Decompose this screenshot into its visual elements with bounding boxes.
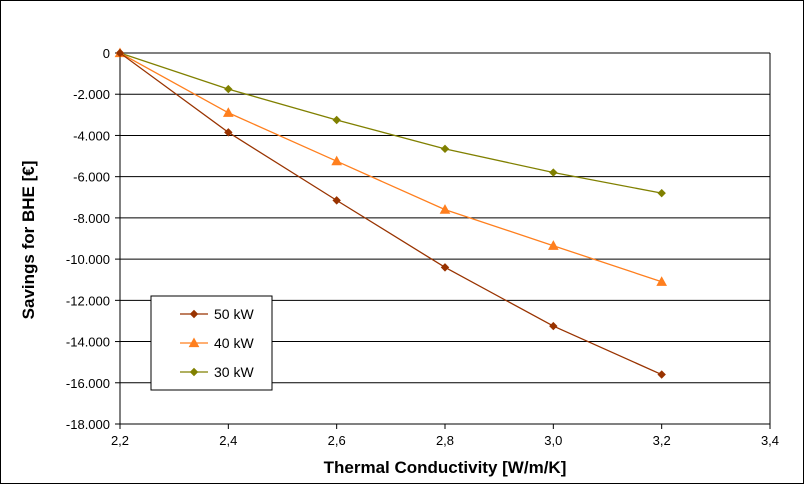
y-tick-label-1: -2.000 [73,87,110,102]
y-tick-label-7: -14.000 [66,335,110,350]
data-point-1-3 [439,204,451,214]
x-tick-label-2: 2,6 [328,433,346,448]
legend-item-1: 40 kW [180,335,254,351]
x-axis-title: Thermal Conductivity [W/m/K] [324,458,567,477]
y-tick-label-4: -8.000 [73,211,110,226]
data-point-2-5 [657,188,666,198]
legend-swatch-marker-0 [189,309,199,319]
y-tick-label-9: -18.000 [66,417,110,432]
x-tick-label-0: 2,2 [111,433,129,448]
data-point-0-1 [224,128,233,137]
y-tick-label-3: -6.000 [73,170,110,185]
legend-item-0: 50 kW [180,306,254,322]
data-point-2-3 [440,144,450,154]
data-point-0-2 [332,196,341,205]
data-point-2-2 [332,115,341,125]
data-point-1-4 [547,240,559,250]
y-tick-label-5: -10.000 [66,252,110,267]
series-line-0 [119,52,662,376]
legend: 50 kW 40 kW 30 kW [150,295,273,391]
x-tick-label-1: 2,4 [219,433,237,448]
data-point-1-5 [656,276,668,286]
data-point-0-3 [440,263,450,272]
axes [115,52,771,429]
data-point-2-1 [224,84,233,94]
tick-labels: 0 -2.000 -4.000 -6.000 -8.000 -10.000 -12.000 -… [66,46,779,448]
series-layer [114,47,668,379]
legend-swatch-marker-2 [189,367,199,377]
data-point-0-4 [549,321,558,331]
legend-box [150,295,273,391]
data-point-2-4 [549,168,558,177]
data-point-0-0 [115,48,125,58]
legend-swatch-marker-1 [188,337,200,348]
data-point-1-2 [331,155,343,166]
legend-label-2: 30 kW [214,364,254,380]
y-tick-label-0: 0 [103,46,110,61]
y-tick-label-6: -12.000 [66,293,110,308]
data-point-0-5 [657,370,666,379]
data-point-1-1 [222,107,234,117]
x-tick-label-4: 3,0 [544,433,562,448]
series-0 [115,48,666,379]
x-tick-label-5: 3,2 [653,433,671,448]
y-tick-label-2: -4.000 [73,128,110,143]
x-tick-label-3: 2,8 [436,433,454,448]
legend-label-0: 50 kW [214,306,254,322]
legend-label-1: 40 kW [214,335,254,351]
y-axis-title: Savings for BHE [€] [19,161,38,320]
legend-item-2: 30 kW [180,364,254,380]
y-tick-label-8: -16.000 [66,376,110,391]
series-line-1 [119,52,662,283]
series-line-2 [119,52,662,194]
x-tick-label-6: 3,4 [761,433,779,448]
